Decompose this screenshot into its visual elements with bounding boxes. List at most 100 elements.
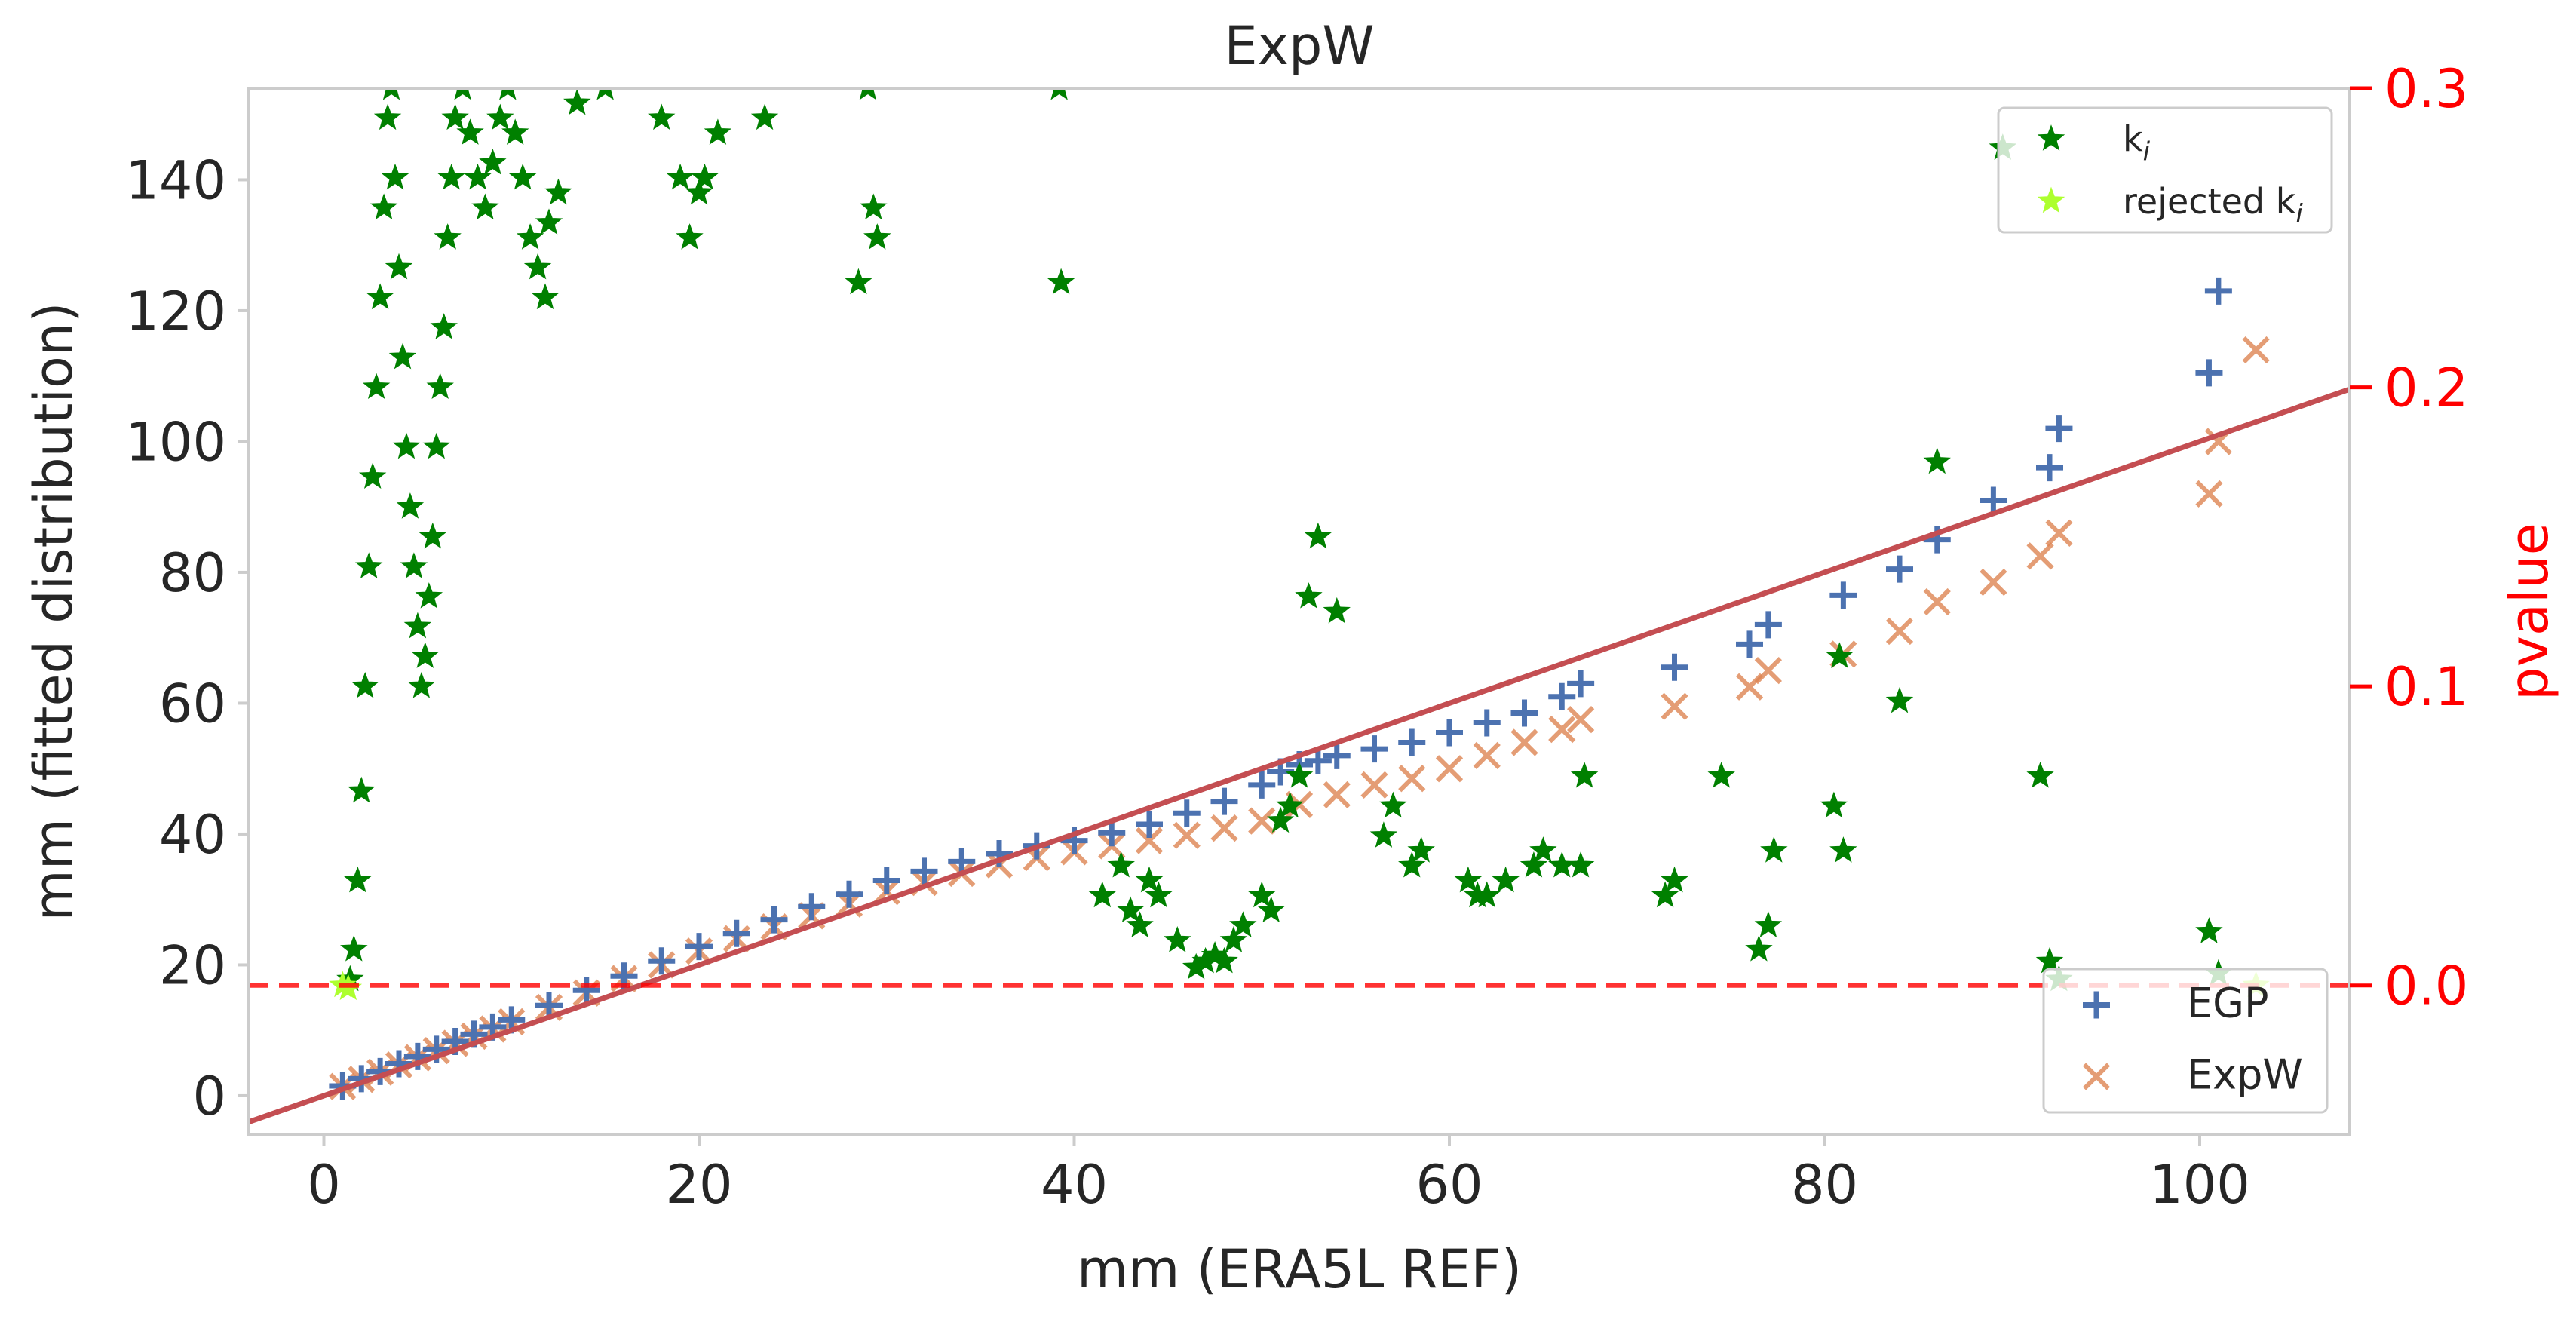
ki-point (388, 342, 417, 370)
legend-marker (2083, 991, 2110, 1019)
ki-point (2035, 946, 2064, 974)
ki-point (1164, 926, 1191, 952)
ki-point (351, 671, 379, 698)
y-tick-label: 0 (192, 1066, 226, 1127)
ki-point (1276, 791, 1304, 818)
expw-point (1435, 755, 1464, 783)
ki-point (531, 283, 560, 310)
ki-point (1116, 896, 1145, 923)
ki-point (437, 163, 465, 190)
ki-point (1473, 881, 1501, 908)
expw-point (1567, 706, 1595, 734)
ki-point (596, 88, 614, 100)
legend-label-subscript: i (2295, 199, 2303, 229)
egp-point (685, 933, 713, 961)
y-tick-label: 100 (125, 411, 226, 473)
ki-point (666, 163, 695, 190)
expw-point (1885, 617, 1914, 646)
plot-frame (247, 87, 2351, 1136)
ki-point (358, 462, 387, 489)
y-tick-label: 140 (125, 149, 226, 211)
ki-point (373, 103, 402, 130)
ki-point (863, 223, 891, 250)
ki-point (516, 223, 544, 250)
legend-label-subscript: i (2143, 136, 2151, 167)
ki-point (1285, 761, 1314, 788)
ki-point (382, 88, 400, 100)
ki-point (1651, 881, 1679, 908)
ki-point (1566, 851, 1595, 878)
axis-ticks: 0 20 40 60 80 100 0 20 40 60 80 100 120 140 0.0 0.1 0.2 0… (125, 58, 2468, 1216)
egp-point (1886, 555, 1913, 583)
legend-box (1997, 106, 2333, 234)
y-tick-label: 40 (159, 804, 226, 866)
ki-point (1398, 851, 1426, 878)
expw-point (1923, 587, 1951, 616)
y2-tick-label: 0.0 (2384, 955, 2468, 1017)
reference-line (249, 386, 2350, 1124)
ki-point (544, 178, 572, 205)
ki-point (400, 552, 428, 579)
egp-point (648, 947, 676, 975)
egp-point (1980, 486, 2007, 514)
ki-point (1570, 761, 1599, 788)
ki-point (464, 163, 492, 190)
x-tick-label: 20 (665, 1154, 732, 1216)
x-tick-label: 60 (1415, 1154, 1483, 1216)
expw-point (1661, 692, 1688, 720)
ki-point (340, 934, 368, 962)
ki-point (691, 163, 719, 190)
ki-point (1454, 866, 1483, 893)
ki-point (499, 88, 517, 100)
expw-point (1323, 781, 1351, 809)
ki-point (354, 552, 383, 579)
ki-point (750, 103, 779, 130)
ki-point (2026, 761, 2054, 788)
x-tick-label: 80 (1791, 1154, 1858, 1216)
legend-label: EGP (2187, 980, 2269, 1027)
ki-point (2195, 917, 2223, 943)
expw-point (1548, 716, 1576, 744)
ki-point (456, 118, 484, 145)
ki-point (1050, 88, 1068, 100)
y-axis-label: mm (fitted distribution) (23, 302, 84, 922)
egp-point (1829, 581, 1857, 609)
egp-point (1398, 728, 1426, 756)
y-tick-label: 60 (159, 673, 226, 735)
expw-point (2026, 542, 2054, 570)
ki-point (1088, 881, 1117, 908)
legend-label: ExpW (2187, 1051, 2303, 1099)
ki-point (1492, 866, 1520, 893)
ki-point (419, 522, 446, 549)
expw-point (1173, 821, 1201, 849)
ki-point (366, 283, 394, 310)
ki-point (860, 193, 888, 220)
ki-point (1210, 946, 1238, 974)
ki-point (1219, 926, 1248, 952)
ki-point (1369, 821, 1398, 848)
egp-point (1136, 810, 1163, 838)
ki-point (1248, 881, 1276, 908)
expw-point (2195, 480, 2223, 508)
egp-point (2195, 359, 2223, 387)
ki-point (411, 642, 440, 668)
egp-point (1567, 670, 1595, 698)
ki-point (1520, 851, 1548, 878)
ki-point (403, 612, 432, 639)
egp-point (2204, 277, 2232, 305)
ki-point (1266, 806, 1295, 833)
egp-point (1473, 709, 1501, 737)
ki-point (486, 103, 514, 130)
ki-point (441, 103, 469, 130)
ki-point (430, 313, 458, 339)
ki-point (1529, 836, 1557, 863)
egp-point (872, 867, 900, 894)
egp-point (1210, 787, 1238, 815)
ki-point (1754, 911, 1783, 937)
ki-point (370, 193, 398, 220)
expw-point (1248, 807, 1276, 835)
legends: ki rejected ki EGP ExpW (1997, 106, 2333, 1114)
egp-point (1661, 653, 1688, 681)
ki-point (1257, 896, 1285, 923)
